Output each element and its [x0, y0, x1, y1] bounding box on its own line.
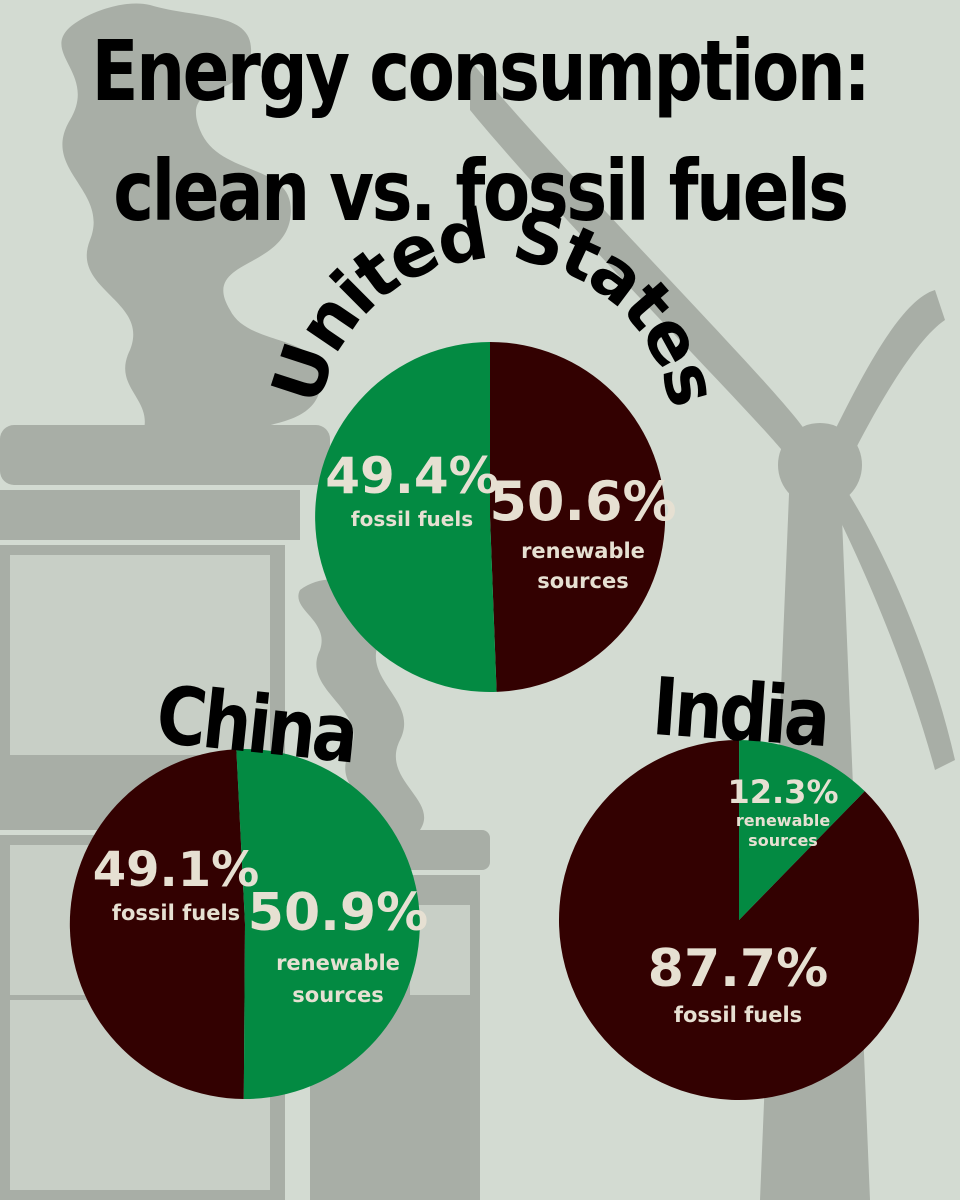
pie-china: 49.1% fossil fuels 50.9% renewable sources — [69, 749, 428, 1100]
pie-slice-renewable-sources — [236, 749, 420, 1100]
slice-value-label: 49.1% — [93, 842, 260, 898]
smoke-plume-icon — [61, 3, 321, 441]
pie-slice-fossil-fuels — [490, 341, 666, 692]
slice-caption: fossil fuels — [674, 1003, 802, 1027]
slice-value-label: 49.4% — [325, 447, 498, 505]
pie-slice-renewable-sources — [315, 342, 497, 692]
slice-caption: sources — [292, 983, 383, 1007]
slice-caption: renewable — [276, 951, 400, 975]
slice-caption: renewable — [521, 539, 645, 563]
slice-value-label: 87.7% — [648, 939, 828, 999]
slice-caption: sources — [748, 831, 818, 850]
chart-title-india: India — [649, 660, 831, 765]
slice-caption: renewable — [736, 811, 831, 830]
pie-slice-renewable-sources — [739, 740, 865, 920]
slice-value-label: 50.9% — [248, 883, 428, 943]
slice-value-label: 50.6% — [489, 470, 676, 533]
slice-caption: fossil fuels — [112, 901, 240, 925]
slice-value-label: 12.3% — [727, 773, 838, 811]
pie-united-states: 49.4%fossil fuels 50.6% renewable sources — [315, 341, 677, 692]
slice-caption: sources — [537, 569, 628, 593]
page-title-line-2: clean vs. fossil fuels — [113, 142, 849, 240]
pie-slice-fossil-fuels — [558, 740, 919, 1100]
page-title-line-1: Energy consumption: — [91, 22, 871, 120]
pie-slice-fossil-fuels — [69, 749, 245, 1099]
slice-caption: fossil fuels — [351, 507, 473, 531]
